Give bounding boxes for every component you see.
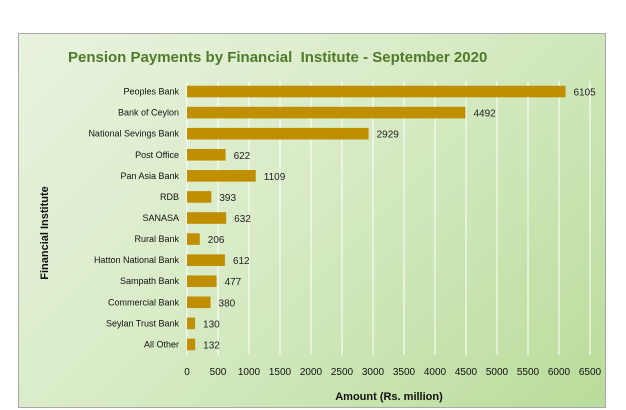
- category-label: Bank of Ceylon: [118, 108, 179, 118]
- bar: [187, 212, 227, 224]
- bar: [187, 275, 217, 288]
- x-tick-label: 0: [184, 367, 190, 378]
- category-label: RDB: [160, 192, 179, 202]
- x-tick-label: 3500: [393, 367, 416, 378]
- category-label: SANASA: [142, 213, 179, 223]
- category-label: Commercial Bank: [108, 297, 180, 307]
- category-labels: Peoples Bank Bank of Ceylon National Sevin…: [88, 87, 179, 350]
- bar: [187, 296, 211, 309]
- data-labels: 6105 4492 2929 622 1109 393 632 206 612 477 380 130…: [203, 88, 596, 352]
- x-tick-label: 6500: [579, 367, 602, 378]
- data-label: 1109: [264, 172, 286, 183]
- bar-chart: Pension Payments by Financial Institute …: [39, 49, 602, 403]
- bar: [187, 233, 200, 245]
- category-label: Peoples Bank: [123, 87, 179, 97]
- x-tick-label: 4500: [455, 367, 478, 378]
- chart-area: Pension Payments by Financial Institute …: [18, 33, 606, 408]
- category-label: All Other: [144, 339, 179, 349]
- data-label: 132: [203, 340, 220, 351]
- x-tick-label: 5000: [486, 367, 509, 378]
- y-axis-title: Financial Institute: [39, 186, 51, 280]
- category-label: Post Office: [135, 150, 179, 160]
- x-tick-label: 6000: [548, 367, 571, 378]
- bars: [187, 85, 566, 351]
- category-label: Hatton National Bank: [94, 255, 180, 265]
- data-label: 477: [225, 277, 242, 288]
- category-label: Rural Bank: [134, 234, 179, 244]
- x-tick-label: 5500: [517, 367, 540, 378]
- data-label: 2929: [377, 130, 400, 141]
- x-tick-label: 4000: [424, 367, 447, 378]
- bar: [187, 191, 212, 203]
- category-label: National Sevings Bank: [88, 129, 179, 139]
- category-label: Sampath Bank: [120, 276, 180, 286]
- chart-title: Pension Payments by Financial Institute …: [68, 49, 487, 66]
- bar: [187, 127, 369, 140]
- x-axis-title: Amount (Rs. million): [335, 391, 443, 403]
- x-tick-label: 1500: [269, 367, 292, 378]
- bar: [187, 148, 226, 161]
- data-label: 622: [234, 151, 251, 162]
- x-tick-label: 2500: [331, 367, 354, 378]
- data-label: 130: [203, 319, 220, 330]
- data-label: 206: [208, 235, 225, 246]
- bar: [187, 254, 225, 266]
- bar: [187, 338, 196, 351]
- data-label: 632: [234, 214, 251, 225]
- gridlines: [186, 81, 591, 355]
- bar: [187, 317, 196, 330]
- data-label: 4492: [474, 109, 497, 120]
- category-label: Seylan Trust Bank: [106, 318, 180, 328]
- x-tick-label: 1000: [238, 367, 261, 378]
- x-tick-label: 2000: [300, 367, 323, 378]
- data-label: 612: [233, 256, 250, 267]
- data-label: 380: [219, 298, 236, 309]
- x-tick-label: 3000: [362, 367, 385, 378]
- data-label: 6105: [574, 88, 597, 99]
- bar: [187, 85, 566, 98]
- bar: [187, 106, 466, 119]
- x-axis-ticks: 0 500 1000 1500 2000 2500 3000 3500 4000 4500 5000…: [184, 367, 601, 378]
- bar: [187, 170, 256, 182]
- data-label: 393: [219, 193, 236, 204]
- category-label: Pan Asia Bank: [120, 171, 179, 181]
- x-tick-label: 500: [210, 367, 227, 378]
